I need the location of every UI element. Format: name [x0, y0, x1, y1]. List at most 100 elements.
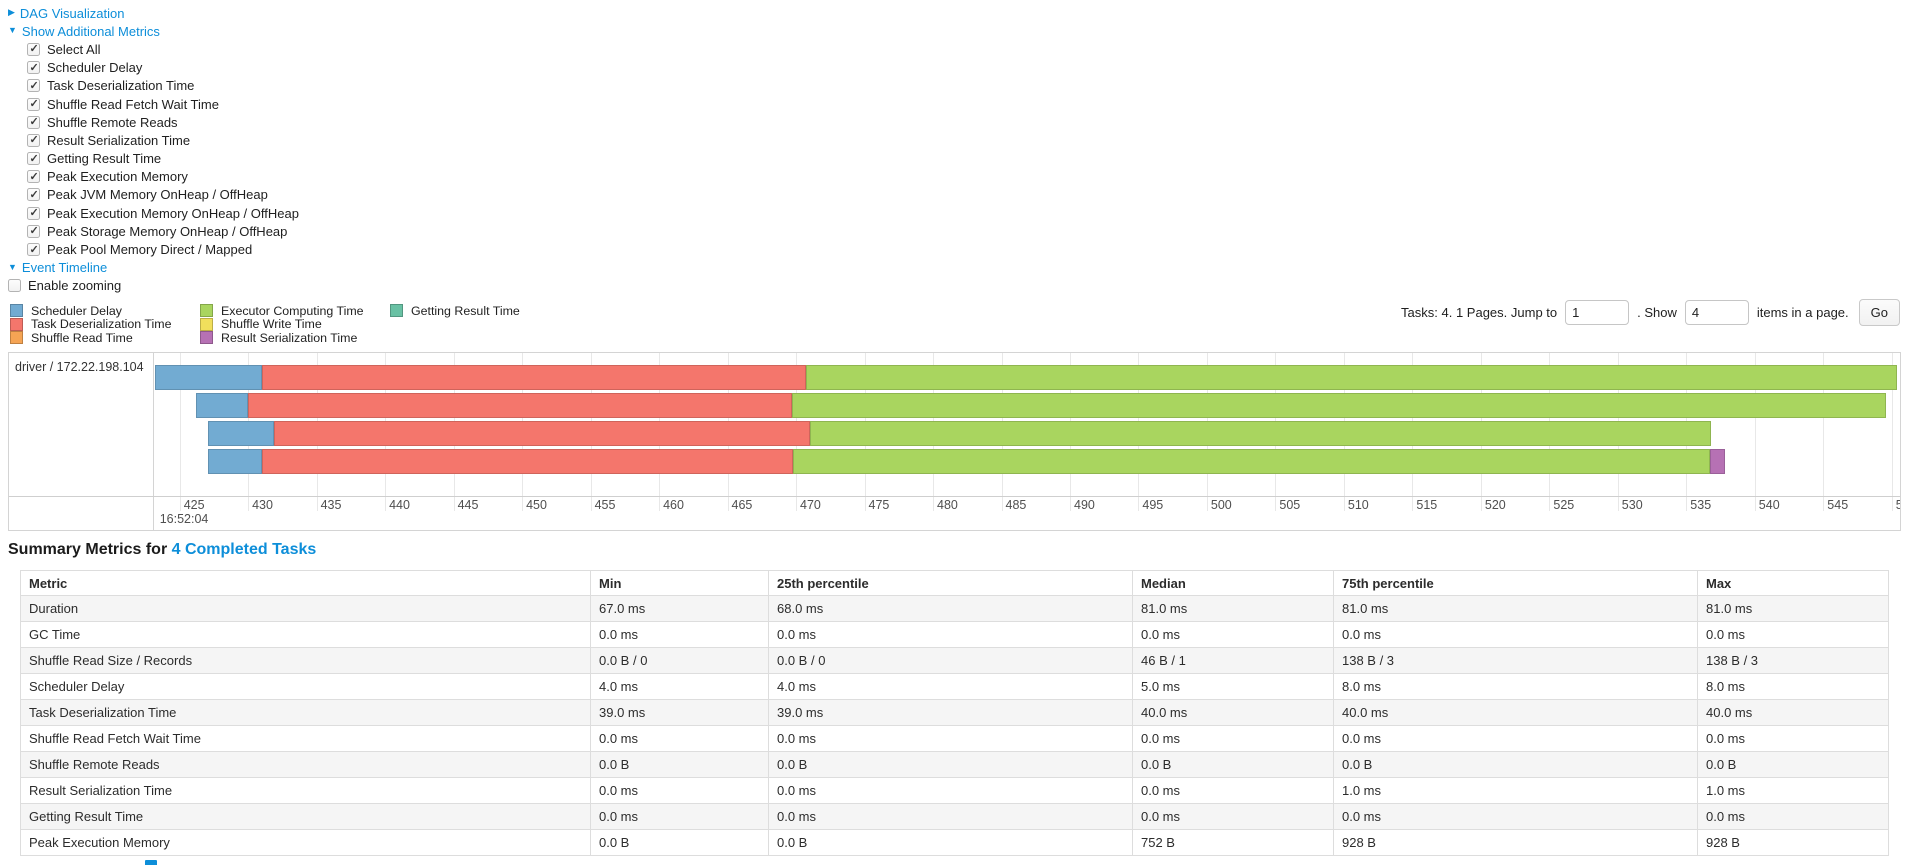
metric-checkbox-row: Task Deserialization Time [27, 77, 299, 95]
enable-zooming-checkbox[interactable] [8, 279, 21, 293]
task-bar-scheduler-delay[interactable] [208, 449, 262, 474]
task-bar-result-serialization[interactable] [1709, 449, 1725, 474]
metric-checkbox-label: Task Deserialization Time [47, 78, 195, 94]
summary-metric-value: 46 B / 1 [1132, 647, 1334, 674]
event-timeline-toggle[interactable]: ▼ Event Timeline [8, 259, 299, 277]
metric-checkbox-row: Select All [27, 40, 299, 58]
metric-checkbox-list: Select All Scheduler Delay Task Deserializ… [8, 40, 299, 258]
metric-checkbox-row: Peak Execution Memory [27, 168, 299, 186]
summary-metric-value: 0.0 B [590, 829, 769, 856]
items-per-page-input[interactable] [1684, 300, 1749, 325]
summary-metric-value: 0.0 B [768, 829, 1133, 856]
metric-checkbox-row: Peak Storage Memory OnHeap / OffHeap [27, 222, 299, 240]
time-tick-label: 505 [1279, 498, 1301, 512]
legend-item: Getting Result Time [390, 304, 520, 318]
metric-checkbox[interactable] [27, 188, 40, 202]
legend-column: Getting Result Time [390, 304, 520, 318]
summary-metric-value: 0.0 ms [1132, 777, 1334, 804]
legend-item-label: Task Deserialization Time [31, 317, 172, 332]
jump-to-page-input[interactable] [1565, 300, 1630, 325]
enable-zooming-row: Enable zooming [8, 277, 299, 295]
legend-item-label: Getting Result Time [411, 303, 520, 318]
summary-metric-value: 0.0 ms [768, 777, 1133, 804]
summary-metric-value: 0.0 B [1333, 751, 1698, 778]
summary-metric-value: 0.0 ms [590, 725, 769, 752]
summary-column-header: Min [590, 570, 769, 596]
task-bar-executor-computing[interactable] [809, 421, 1711, 446]
dag-visualization-toggle[interactable]: ▶ DAG Visualization [8, 4, 299, 22]
items-in-page-text: items in a page. [1756, 305, 1849, 320]
summary-metrics-table: Metric Min 25th percentile Median 75th perce… [20, 570, 1889, 856]
time-tick-label: 530 [1621, 498, 1643, 512]
summary-column-header: Metric [20, 570, 591, 596]
metric-checkbox[interactable] [27, 42, 40, 56]
metric-checkbox-row: Shuffle Remote Reads [27, 113, 299, 131]
task-bar-task-deserialization[interactable] [261, 449, 794, 474]
task-bar-executor-computing[interactable] [791, 393, 1887, 418]
metric-checkbox[interactable] [27, 97, 40, 111]
time-tick-label: 495 [1142, 498, 1164, 512]
summary-metric-name: Shuffle Read Size / Records [20, 647, 591, 674]
legend-column: Scheduler Delay Task Deserialization Time… [10, 304, 171, 345]
metric-checkbox[interactable] [27, 152, 40, 166]
metric-checkbox[interactable] [27, 243, 40, 257]
task-bar-scheduler-delay[interactable] [155, 365, 262, 390]
shuffle-write-swatch [200, 317, 213, 331]
task-bar-scheduler-delay[interactable] [208, 421, 275, 446]
metric-checkbox-label: Peak Storage Memory OnHeap / OffHeap [47, 223, 288, 239]
summary-metric-value: 0.0 ms [590, 621, 769, 648]
summary-column-header: 25th percentile [768, 570, 1133, 596]
completed-tasks-link[interactable]: 4 Completed Tasks [171, 541, 317, 558]
go-button[interactable]: Go [1858, 299, 1900, 326]
time-tick-label: 480 [937, 498, 958, 512]
summary-metric-value: 0.0 B / 0 [590, 647, 769, 674]
metric-checkbox[interactable] [27, 79, 40, 93]
metric-checkbox[interactable] [27, 206, 40, 220]
task-bar-executor-computing[interactable] [805, 365, 1898, 390]
executor-row-label: driver / 172.22.198.104 [15, 360, 144, 374]
summary-metric-value: 81.0 ms [1697, 595, 1889, 622]
metric-checkbox[interactable] [27, 115, 40, 129]
task-bar-task-deserialization[interactable] [248, 393, 792, 418]
summary-metric-value: 0.0 ms [590, 777, 769, 804]
summary-table-row: Duration 67.0 ms 68.0 ms 81.0 ms 81.0 ms 81.0… [20, 595, 1889, 622]
event-timeline-chart: driver / 172.22.198.104 425 430 435 440 445 4… [8, 352, 1901, 531]
legend-item-label: Result Serialization Time [221, 330, 358, 345]
time-tick-label: 535 [1690, 498, 1712, 512]
summary-column-header: 75th percentile [1333, 570, 1698, 596]
task-bar-task-deserialization[interactable] [274, 421, 810, 446]
time-gridline [1891, 353, 1893, 511]
legend-item: Scheduler Delay [10, 304, 171, 318]
legend-column: Executor Computing Time Shuffle Write Tim… [200, 304, 364, 345]
time-tick-label: 435 [320, 498, 342, 512]
show-additional-metrics-toggle[interactable]: ▼ Show Additional Metrics [8, 22, 299, 40]
metric-checkbox[interactable] [27, 224, 40, 238]
summary-metric-value: 138 B / 3 [1697, 647, 1889, 674]
metric-checkbox[interactable] [27, 61, 40, 75]
metric-checkbox-label: Peak Execution Memory OnHeap / OffHeap [47, 205, 299, 221]
metric-checkbox-row: Result Serialization Time [27, 131, 299, 149]
summary-table-row: Peak Execution Memory 0.0 B 0.0 B 752 B 928 … [20, 829, 1889, 856]
summary-table-row: Shuffle Remote Reads 0.0 B 0.0 B 0.0 B 0.0 B… [20, 751, 1889, 778]
summary-metric-value: 40.0 ms [1697, 699, 1889, 726]
metric-checkbox[interactable] [27, 170, 40, 184]
summary-metric-value: 0.0 ms [1697, 621, 1889, 648]
scheduler-delay-swatch [10, 304, 23, 318]
getting-result-swatch [390, 304, 403, 318]
task-bar-task-deserialization[interactable] [261, 365, 806, 390]
summary-metric-value: 928 B [1333, 829, 1698, 856]
metric-checkbox[interactable] [27, 133, 40, 147]
summary-metric-value: 0.0 ms [1333, 621, 1698, 648]
time-tick-label: 425 [183, 498, 205, 512]
triangle-down-icon: ▼ [8, 25, 17, 36]
metric-checkbox-label: Result Serialization Time [47, 132, 191, 148]
time-tick-label: 470 [800, 498, 821, 512]
metric-checkbox-label: Scheduler Delay [47, 60, 143, 76]
task-deserialization-swatch [10, 317, 23, 331]
task-bar-scheduler-delay[interactable] [196, 393, 249, 418]
metric-checkbox-label: Shuffle Remote Reads [47, 114, 178, 130]
task-bar-executor-computing[interactable] [793, 449, 1710, 474]
time-tick-label: 475 [868, 498, 890, 512]
summary-metric-value: 0.0 B / 0 [768, 647, 1133, 674]
